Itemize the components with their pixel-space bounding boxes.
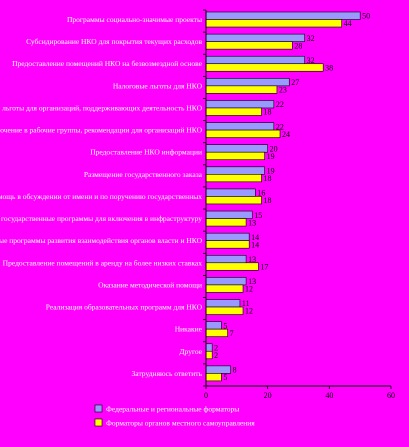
data-label: 27 (291, 78, 299, 87)
data-label: 18 (264, 108, 272, 117)
data-label: 2 (214, 343, 218, 352)
category-label: Другое (179, 347, 202, 356)
data-label: 13 (248, 218, 256, 227)
data-label: 13 (248, 277, 256, 286)
category-label: Налоговые льготы для НКО (113, 81, 203, 90)
category-label: Предоставление помещений НКО на безвозме… (12, 59, 203, 68)
data-label: 15 (254, 211, 262, 220)
bar-local-9 (205, 218, 247, 227)
data-label: 11 (242, 299, 250, 308)
data-label: 22 (276, 122, 284, 131)
bar-federal-10 (205, 232, 250, 241)
bar-federal-7 (205, 166, 265, 175)
category-label: Субсидирование НКО для покрытия текущих … (26, 37, 202, 46)
category-label: Специальные государственные программы дл… (0, 214, 202, 223)
data-label: 19 (267, 152, 275, 161)
bar-local-12 (205, 284, 244, 293)
category-label: Специальные программы развития взаимодей… (0, 236, 203, 245)
data-label: 18 (264, 174, 272, 183)
data-label: 24 (282, 130, 290, 139)
bar-federal-1 (205, 33, 305, 42)
category-label: Включение в рабочие группы, рекомендации… (0, 126, 203, 135)
data-label: 22 (276, 100, 284, 109)
data-label: 16 (257, 189, 265, 198)
data-label: 13 (248, 255, 256, 264)
bar-local-10 (205, 240, 250, 249)
bar-federal-8 (205, 188, 256, 197)
data-label: 32 (307, 56, 315, 65)
bar-federal-15 (205, 343, 213, 352)
category-label: Оказание методической помощи (98, 280, 202, 289)
data-label: 14 (251, 233, 259, 242)
bar-federal-2 (205, 55, 305, 65)
bar-local-1 (205, 41, 293, 50)
data-label: 50 (362, 12, 370, 21)
bar-local-5 (205, 129, 281, 138)
legend-label: Федеральные и региональные форматоры (106, 405, 239, 414)
legend: Федеральные и региональные форматоры Форм… (94, 404, 255, 428)
bar-local-6 (205, 151, 265, 161)
data-label: 44 (344, 19, 352, 28)
bar-federal-5 (205, 122, 275, 131)
bar-local-0 (205, 19, 342, 28)
category-label: Предоставление помещений в аренду на бол… (3, 258, 203, 267)
data-label: 32 (307, 34, 315, 43)
bar-local-13 (205, 306, 244, 315)
x-tick-label: 20 (264, 391, 272, 400)
category-labels: Программы социально-значимые проекты Субс… (0, 15, 203, 378)
bar-local-4 (205, 107, 262, 116)
data-label: 19 (267, 167, 275, 176)
category-label: Участие или помощь в обсуждении от имени… (0, 192, 202, 201)
bar-local-15 (205, 350, 213, 360)
data-label: 5 (223, 321, 227, 330)
bar-federal-12 (205, 277, 247, 286)
bar-federal-11 (205, 254, 247, 264)
x-tick-label: 0 (204, 391, 208, 400)
bar-local-8 (205, 196, 262, 205)
data-label: 5 (223, 373, 227, 382)
category-label: Налоговые льготы для организаций, поддер… (0, 103, 203, 112)
category-label: Размещение государственного заказа (84, 170, 203, 179)
bar-federal-9 (205, 210, 253, 219)
data-label: 28 (294, 41, 302, 50)
bar-federal-3 (205, 78, 290, 87)
category-label: Программы социально-значимые проекты (67, 15, 202, 24)
category-label: Предоставление НКО информации (90, 148, 202, 157)
bar-federal-0 (205, 11, 361, 20)
bar-federal-13 (205, 299, 241, 308)
bar-local-7 (205, 174, 262, 183)
bar-local-3 (205, 85, 278, 94)
data-label: 7 (230, 329, 234, 338)
bar-local-2 (205, 63, 324, 72)
bar-local-14 (205, 328, 228, 337)
category-label: Реализация образовательных программ для … (46, 303, 203, 312)
data-label: 12 (245, 285, 253, 294)
data-label: 23 (279, 86, 287, 95)
data-label: 18 (264, 196, 272, 205)
data-label: 17 (260, 262, 268, 271)
category-label: Затрудняюсь ответить (132, 369, 203, 378)
data-label: 14 (251, 240, 259, 249)
x-tick-label: 40 (325, 391, 333, 400)
plot-area: 5044322832382723221822242019191816181513… (205, 11, 370, 382)
legend-swatch (94, 418, 103, 427)
data-label: 8 (233, 366, 237, 375)
bar-local-11 (205, 262, 259, 271)
legend-swatch (94, 404, 103, 413)
bar-local-16 (205, 373, 222, 382)
category-label: Никакие (175, 325, 203, 334)
data-label: 20 (270, 144, 278, 153)
bar-federal-14 (205, 321, 222, 330)
data-label: 38 (325, 63, 333, 72)
legend-label: Форматоры органов местного самоуправлени… (106, 419, 255, 428)
data-label: 12 (245, 307, 253, 316)
data-label: 2 (214, 351, 218, 360)
x-tick-label: 60 (387, 391, 395, 400)
bar-federal-6 (205, 144, 268, 153)
x-axis: 0 20 40 60 (203, 9, 395, 400)
